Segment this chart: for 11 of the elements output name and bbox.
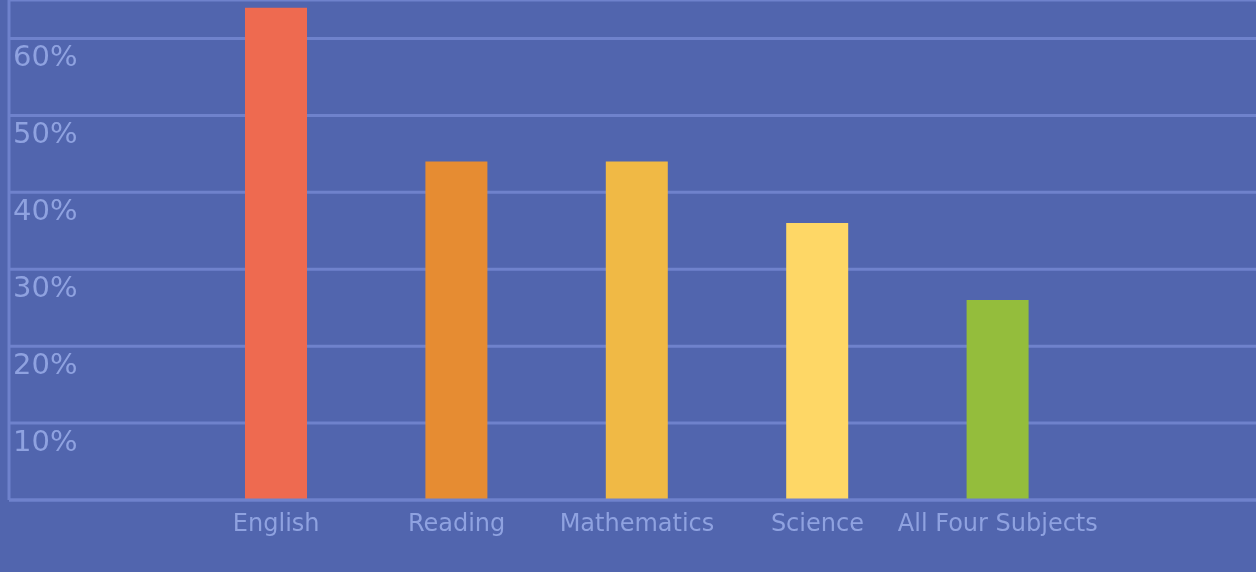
x-tick-label: Science — [770, 509, 864, 538]
x-tick-label: Reading — [407, 509, 506, 538]
y-tick-label: 40% — [13, 193, 78, 228]
x-tick-label: Mathematics — [559, 509, 715, 538]
y-tick-label: 50% — [13, 116, 78, 151]
x-tick-label: English — [232, 509, 320, 538]
y-tick-label: 30% — [13, 270, 78, 305]
y-tick-label: 60% — [13, 39, 78, 74]
y-tick-label: 10% — [13, 424, 78, 459]
x-tick-label: All Four Subjects — [897, 509, 1098, 538]
y-tick-label: 20% — [13, 347, 78, 382]
